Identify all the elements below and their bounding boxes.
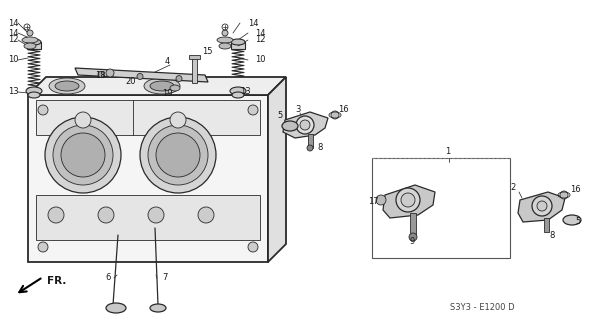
Circle shape <box>248 242 258 252</box>
Text: 9: 9 <box>410 237 415 246</box>
Circle shape <box>170 112 186 128</box>
Text: 6: 6 <box>105 274 110 283</box>
Text: 14: 14 <box>255 28 265 37</box>
Text: 10: 10 <box>8 55 19 65</box>
Ellipse shape <box>217 37 233 43</box>
Polygon shape <box>410 213 416 235</box>
Ellipse shape <box>150 304 166 312</box>
Circle shape <box>38 105 48 115</box>
Ellipse shape <box>144 78 180 94</box>
Text: 3: 3 <box>295 106 300 115</box>
Ellipse shape <box>27 39 41 45</box>
Ellipse shape <box>49 78 85 94</box>
Ellipse shape <box>22 37 38 43</box>
Circle shape <box>45 117 121 193</box>
Circle shape <box>300 120 310 130</box>
Text: 13: 13 <box>8 87 19 97</box>
Circle shape <box>98 71 104 77</box>
Bar <box>372 158 510 258</box>
Text: 2: 2 <box>510 183 515 193</box>
Text: 16: 16 <box>570 186 580 195</box>
Text: 16: 16 <box>338 106 349 115</box>
Text: 14: 14 <box>8 19 19 28</box>
Circle shape <box>148 207 164 223</box>
Bar <box>27 42 41 49</box>
Ellipse shape <box>150 81 174 91</box>
Text: FR.: FR. <box>47 276 66 286</box>
Ellipse shape <box>28 92 40 98</box>
Circle shape <box>396 188 420 212</box>
Text: 12: 12 <box>8 36 19 44</box>
Polygon shape <box>192 58 197 83</box>
Circle shape <box>409 233 417 241</box>
Polygon shape <box>308 134 313 148</box>
Text: 15: 15 <box>202 47 213 57</box>
Text: 10: 10 <box>255 55 265 65</box>
Ellipse shape <box>219 43 231 49</box>
Circle shape <box>27 30 33 36</box>
Polygon shape <box>383 185 435 218</box>
Polygon shape <box>189 55 200 59</box>
Text: 17: 17 <box>368 197 379 206</box>
Text: 20: 20 <box>125 77 135 86</box>
Circle shape <box>137 74 143 79</box>
Circle shape <box>148 125 208 185</box>
Ellipse shape <box>24 43 36 49</box>
Ellipse shape <box>282 121 298 131</box>
Circle shape <box>222 30 228 36</box>
Bar <box>36 100 260 135</box>
Bar <box>231 42 245 49</box>
Circle shape <box>376 195 386 205</box>
Text: 5: 5 <box>277 110 282 119</box>
Text: 8: 8 <box>317 143 322 153</box>
Circle shape <box>176 76 182 82</box>
Circle shape <box>248 105 258 115</box>
Bar <box>28 95 268 262</box>
Ellipse shape <box>563 215 581 225</box>
Circle shape <box>140 117 216 193</box>
Text: 12: 12 <box>255 36 265 44</box>
Circle shape <box>106 69 114 77</box>
Ellipse shape <box>231 39 245 45</box>
Ellipse shape <box>170 85 180 91</box>
Circle shape <box>198 207 214 223</box>
Text: 14: 14 <box>8 28 19 37</box>
Text: 14: 14 <box>248 19 259 28</box>
Ellipse shape <box>232 92 244 98</box>
Ellipse shape <box>55 81 79 91</box>
Circle shape <box>307 145 313 151</box>
Text: 18: 18 <box>95 70 105 79</box>
Circle shape <box>532 196 552 216</box>
Text: 13: 13 <box>240 87 250 97</box>
Circle shape <box>38 242 48 252</box>
Text: 1: 1 <box>445 148 450 156</box>
Circle shape <box>331 111 339 119</box>
Circle shape <box>401 193 415 207</box>
Ellipse shape <box>106 303 126 313</box>
Text: 8: 8 <box>549 230 555 239</box>
Polygon shape <box>75 68 208 82</box>
Ellipse shape <box>230 87 246 95</box>
Circle shape <box>296 116 314 134</box>
Polygon shape <box>544 218 549 232</box>
Polygon shape <box>518 192 565 222</box>
Text: 4: 4 <box>165 58 170 67</box>
Text: S3Y3 - E1200 D: S3Y3 - E1200 D <box>450 303 515 313</box>
Circle shape <box>98 207 114 223</box>
Circle shape <box>156 133 200 177</box>
Polygon shape <box>28 77 286 95</box>
Circle shape <box>75 112 91 128</box>
Circle shape <box>48 207 64 223</box>
Circle shape <box>61 133 105 177</box>
Polygon shape <box>283 112 328 138</box>
Text: 5: 5 <box>575 218 580 227</box>
Bar <box>36 195 260 240</box>
Circle shape <box>560 191 568 199</box>
Circle shape <box>537 201 547 211</box>
Polygon shape <box>268 77 286 262</box>
Text: 7: 7 <box>162 274 167 283</box>
Ellipse shape <box>26 87 42 95</box>
Circle shape <box>53 125 113 185</box>
Text: 19: 19 <box>162 89 173 98</box>
